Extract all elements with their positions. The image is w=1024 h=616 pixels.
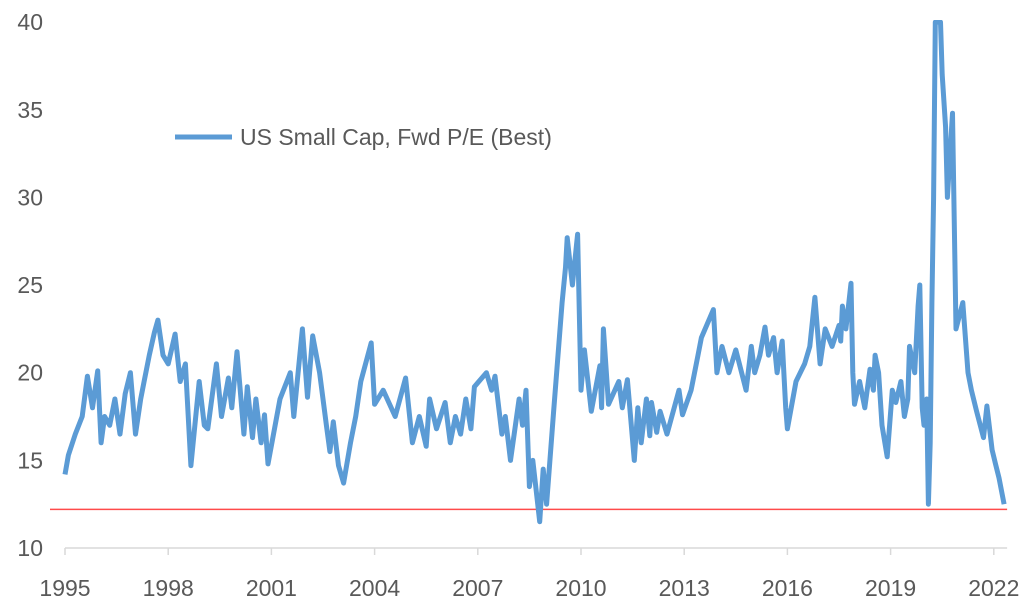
x-tick-label: 2016 bbox=[762, 575, 813, 601]
x-tick-label: 2013 bbox=[659, 575, 710, 601]
x-tick-label: 2022 bbox=[968, 575, 1019, 601]
legend: US Small Cap, Fwd P/E (Best) bbox=[175, 124, 552, 150]
x-tick-label: 2019 bbox=[865, 575, 916, 601]
x-axis: 1995 1998 2001 2004 2007 2010 2013 2016 2019 2022 bbox=[39, 547, 1019, 601]
x-tick-label: 1998 bbox=[143, 575, 194, 601]
x-tick-label: 2001 bbox=[246, 575, 297, 601]
y-tick-label: 10 bbox=[17, 535, 43, 561]
y-tick-label: 20 bbox=[17, 360, 43, 386]
y-tick-label: 25 bbox=[17, 272, 43, 298]
y-tick-label: 35 bbox=[17, 97, 43, 123]
y-tick-label: 40 bbox=[17, 9, 43, 35]
y-tick-label: 30 bbox=[17, 184, 43, 210]
x-tick-label: 1995 bbox=[39, 575, 90, 601]
series-line-us-small-cap-fwd-pe bbox=[62, 20, 1007, 525]
legend-label: US Small Cap, Fwd P/E (Best) bbox=[240, 124, 552, 150]
x-tick-label: 2007 bbox=[452, 575, 503, 601]
y-tick-label: 15 bbox=[17, 447, 43, 473]
y-axis: 10 15 20 25 30 35 40 bbox=[17, 9, 43, 561]
x-tick-label: 2010 bbox=[555, 575, 606, 601]
x-tick-label: 2004 bbox=[349, 575, 400, 601]
